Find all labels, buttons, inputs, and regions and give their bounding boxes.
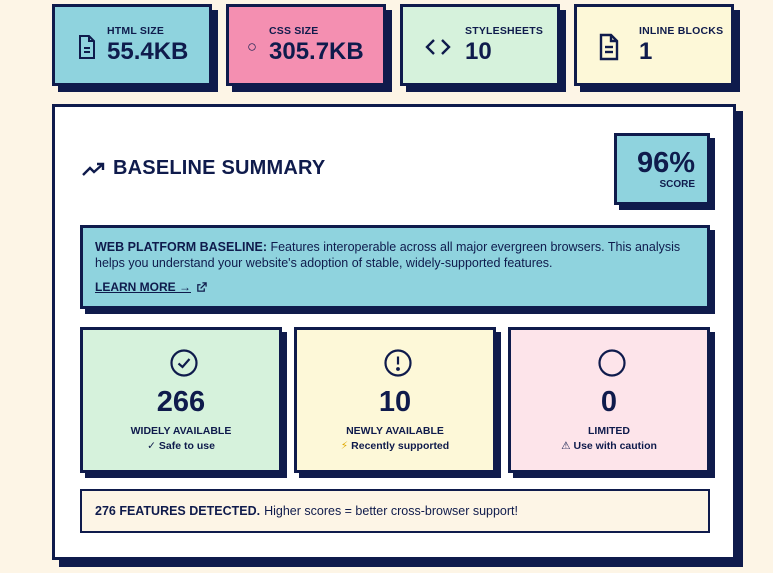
warning-icon: ⚠ bbox=[561, 440, 571, 452]
metric-value: 0 bbox=[600, 386, 618, 418]
metric-subtext: ⚡ Recently supported bbox=[340, 440, 450, 452]
stat-card-inline-blocks: INLINE BLOCKS 1 bbox=[574, 4, 734, 86]
metric-subtext: ⚠ Use with caution bbox=[561, 440, 657, 452]
stat-card-css-size: CSS SIZE 305.7KB bbox=[226, 4, 386, 86]
score-label: SCORE bbox=[659, 179, 695, 190]
metric-value: 266 bbox=[156, 386, 206, 418]
summary-title: BASELINE SUMMARY bbox=[113, 157, 326, 179]
metric-subtext: ✓ Safe to use bbox=[147, 440, 215, 452]
stat-value: 55.4KB bbox=[107, 38, 189, 65]
baseline-summary-panel: BASELINE SUMMARY 96% SCORE WEB PLATFORM … bbox=[52, 104, 736, 560]
check-icon: ✓ bbox=[147, 440, 156, 452]
lightning-icon: ⚡ bbox=[340, 440, 349, 452]
document-icon bbox=[599, 33, 619, 61]
file-icon bbox=[79, 35, 95, 59]
learn-more-label: LEARN MORE → bbox=[95, 280, 191, 294]
summary-header: BASELINE SUMMARY bbox=[81, 157, 325, 180]
metric-label: WIDELY AVAILABLE bbox=[130, 425, 232, 437]
info-text: WEB PLATFORM BASELINE: Features interope… bbox=[95, 239, 695, 271]
info-description: Features interoperable across all major … bbox=[95, 240, 681, 270]
metric-card-newly-available: 10 NEWLY AVAILABLE ⚡ Recently supported bbox=[294, 327, 496, 473]
metric-card-limited: 0 LIMITED ⚠ Use with caution bbox=[508, 327, 710, 473]
stat-value: 10 bbox=[465, 38, 492, 65]
stat-card-stylesheets: STYLESHEETS 10 bbox=[400, 4, 560, 86]
stat-value: 1 bbox=[639, 38, 653, 65]
palette-icon bbox=[248, 43, 256, 51]
features-detected-banner: 276 FEATURES DETECTED. Higher scores = b… bbox=[80, 489, 710, 533]
check-circle-icon bbox=[170, 349, 198, 377]
stat-value: 305.7KB bbox=[269, 38, 364, 65]
metric-label: NEWLY AVAILABLE bbox=[346, 425, 444, 437]
stat-label: STYLESHEETS bbox=[465, 25, 544, 37]
alert-circle-icon bbox=[384, 349, 412, 377]
stat-label: INLINE BLOCKS bbox=[639, 25, 724, 37]
features-count: 276 FEATURES DETECTED. bbox=[95, 504, 261, 518]
metric-value: 10 bbox=[378, 386, 412, 418]
features-note: Higher scores = better cross-browser sup… bbox=[264, 504, 518, 518]
score-value: 96% bbox=[636, 147, 695, 179]
info-heading: WEB PLATFORM BASELINE: bbox=[95, 240, 267, 254]
metric-label: LIMITED bbox=[588, 425, 630, 437]
circle-icon bbox=[598, 349, 626, 377]
code-icon bbox=[425, 39, 451, 55]
external-link-icon bbox=[197, 281, 207, 292]
stat-card-html-size: HTML SIZE 55.4KB bbox=[52, 4, 212, 86]
stat-label: HTML SIZE bbox=[107, 25, 165, 37]
stat-label: CSS SIZE bbox=[269, 25, 319, 37]
metric-card-widely-available: 266 WIDELY AVAILABLE ✓ Safe to use bbox=[80, 327, 282, 473]
trending-up-icon bbox=[82, 162, 105, 176]
learn-more-link[interactable]: LEARN MORE → bbox=[95, 279, 207, 295]
score-badge: 96% SCORE bbox=[614, 133, 710, 205]
baseline-info-box: WEB PLATFORM BASELINE: Features interope… bbox=[80, 225, 710, 309]
